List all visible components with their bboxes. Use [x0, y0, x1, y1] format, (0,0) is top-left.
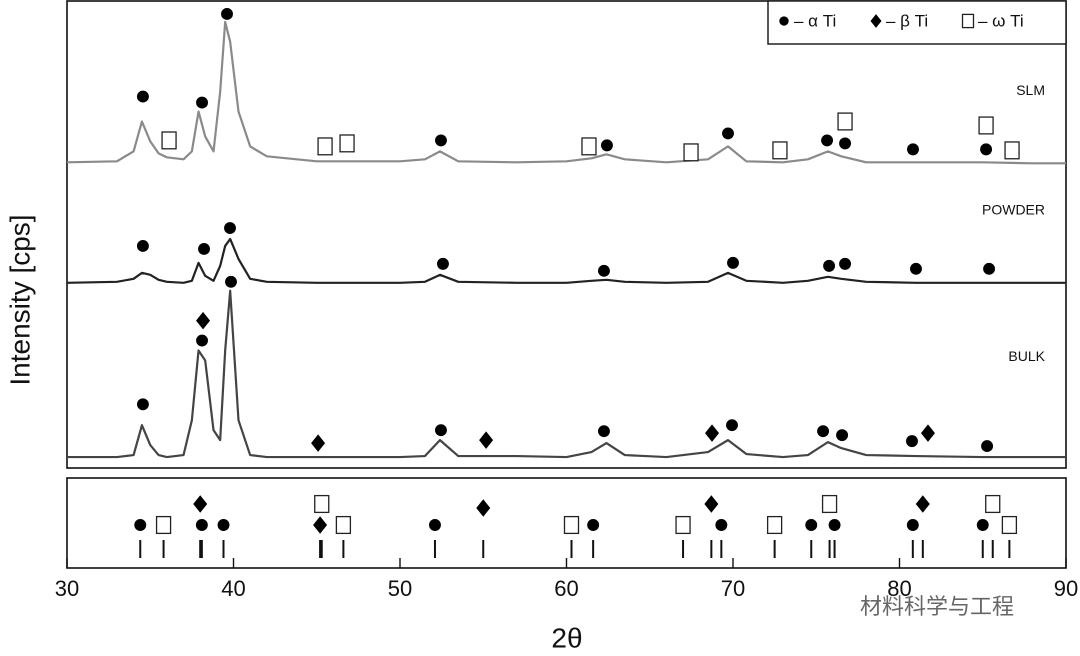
omega-marker	[161, 131, 177, 150]
curve-label: BULK	[1008, 348, 1045, 364]
curve	[66, 237, 1066, 284]
alpha-marker	[435, 424, 447, 437]
alpha-marker	[221, 7, 233, 20]
legend-label: – β Ti	[886, 11, 928, 30]
upper-panel	[66, 0, 1067, 469]
alpha-marker	[910, 262, 922, 275]
alpha-marker	[828, 519, 841, 531]
alpha-marker	[715, 519, 728, 531]
alpha-marker	[217, 519, 230, 531]
x-tick-label: 70	[721, 576, 745, 601]
alpha-marker	[906, 435, 918, 448]
omega-marker	[581, 137, 597, 156]
curve	[67, 289, 1066, 459]
beta-marker	[313, 516, 328, 534]
beta-marker	[870, 14, 882, 28]
x-tick-label: 40	[221, 576, 245, 601]
alpha-marker	[225, 275, 237, 288]
alpha-marker	[598, 425, 610, 438]
alpha-marker	[437, 257, 449, 270]
alpha-marker	[134, 519, 147, 531]
legend-label: – ω Ti	[978, 11, 1024, 30]
beta-marker	[704, 495, 719, 513]
alpha-marker	[727, 256, 739, 269]
omega-marker	[837, 112, 853, 131]
omega-marker	[821, 494, 838, 514]
alpha-marker	[195, 519, 208, 531]
alpha-marker	[224, 222, 236, 234]
alpha-marker	[836, 429, 849, 442]
omega-marker	[683, 143, 699, 162]
alpha-marker	[983, 262, 996, 275]
beta-marker	[311, 434, 326, 452]
beta-marker	[479, 431, 494, 449]
alpha-marker	[722, 127, 734, 140]
omega-marker	[1001, 515, 1018, 535]
curve-label: SLM	[1016, 82, 1045, 98]
x-tick-label: 60	[554, 576, 578, 601]
alpha-marker	[587, 519, 600, 531]
x-axis-label: 2θ	[551, 622, 582, 653]
x-tick-label: 50	[388, 576, 412, 601]
alpha-marker	[821, 134, 834, 147]
omega-marker	[1004, 141, 1020, 160]
legend-label: – α Ti	[794, 11, 836, 30]
beta-marker	[193, 495, 208, 513]
omega-marker	[675, 515, 691, 535]
x-tick-label: 30	[55, 576, 79, 601]
legend-box	[767, 0, 1067, 45]
omega-marker	[155, 515, 172, 535]
omega-marker	[985, 494, 1001, 514]
alpha-marker	[198, 242, 210, 255]
omega-marker	[563, 515, 580, 535]
alpha-marker	[823, 259, 836, 272]
alpha-marker	[907, 143, 919, 156]
alpha-marker	[136, 90, 149, 103]
alpha-marker	[196, 96, 208, 109]
beta-marker	[705, 424, 720, 442]
omega-marker	[317, 137, 333, 156]
curve-label: POWDER	[982, 201, 1045, 217]
alpha-marker	[976, 519, 989, 531]
omega-marker	[335, 515, 352, 535]
alpha-marker	[980, 143, 993, 156]
y-axis-label: Intensity [cps]	[4, 214, 35, 385]
alpha-marker	[779, 16, 789, 26]
alpha-marker	[601, 139, 613, 152]
curve	[66, 20, 1066, 165]
omega-marker	[339, 134, 355, 153]
x-tick-label: 90	[1054, 576, 1078, 601]
alpha-marker	[196, 334, 208, 347]
alpha-marker	[906, 519, 919, 531]
omega-marker	[772, 141, 788, 160]
beta-marker	[476, 499, 491, 517]
x-tick-label: 80	[887, 576, 911, 601]
omega-marker	[766, 515, 783, 535]
alpha-marker	[598, 264, 610, 277]
omega-marker	[961, 13, 975, 29]
alpha-marker	[726, 419, 738, 432]
alpha-marker	[817, 425, 830, 438]
beta-marker	[196, 311, 211, 330]
alpha-marker	[981, 440, 994, 453]
alpha-marker	[839, 257, 852, 270]
alpha-marker	[136, 240, 149, 252]
alpha-marker	[435, 134, 447, 147]
alpha-marker	[839, 137, 852, 150]
alpha-marker	[805, 519, 818, 531]
beta-marker	[915, 495, 930, 513]
alpha-marker	[136, 398, 149, 411]
omega-marker	[314, 494, 330, 514]
beta-marker	[920, 424, 935, 442]
omega-marker	[978, 116, 994, 135]
watermark: 材料科学与工程	[860, 594, 1014, 619]
alpha-marker	[429, 519, 441, 531]
